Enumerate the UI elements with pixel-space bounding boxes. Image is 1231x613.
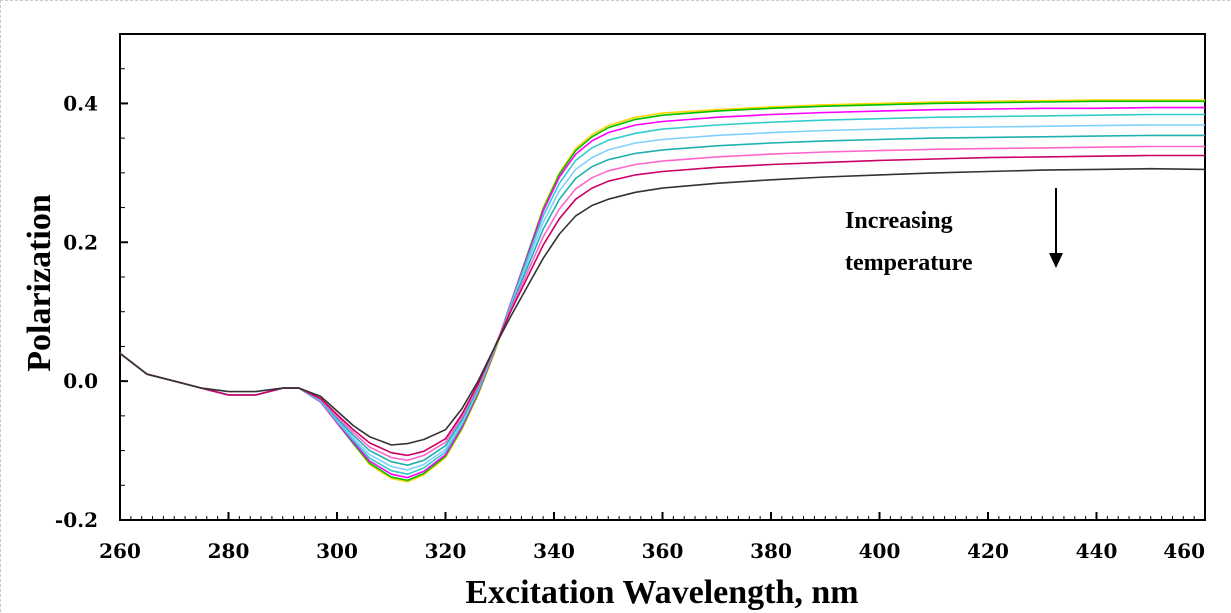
annotation-line-2: temperature — [845, 250, 973, 276]
y-tick-label: -0.2 — [55, 508, 98, 532]
x-tick-label: 380 — [750, 539, 792, 563]
x-axis-ticks: 260 280 300 320 340 360 380 400 420 440 460 — [99, 512, 1206, 563]
y-axis-title: Polarization — [21, 194, 58, 372]
plot-area — [119, 33, 1206, 521]
x-tick-label: 320 — [425, 539, 467, 563]
x-tick-label: 340 — [533, 539, 575, 563]
x-tick-label: 400 — [859, 539, 901, 563]
x-tick-label: 280 — [208, 539, 250, 563]
x-tick-label: 260 — [99, 539, 141, 563]
annotation-line-1: Increasing — [845, 208, 953, 234]
down-arrow-icon — [1049, 188, 1063, 268]
x-tick-label: 420 — [967, 539, 1009, 563]
y-tick-label: 0.0 — [63, 369, 98, 393]
y-axis-ticks: -0.2 0.0 0.2 0.4 — [55, 33, 128, 532]
x-tick-label: 300 — [316, 539, 358, 563]
y-tick-label: 0.2 — [63, 230, 98, 254]
x-tick-label: 440 — [1076, 539, 1118, 563]
series-line-9 — [119, 167, 1206, 446]
series-layer — [119, 99, 1206, 483]
x-tick-label: 460 — [1163, 539, 1205, 563]
x-tick-label: 360 — [642, 539, 684, 563]
x-axis-title: Excitation Wavelength, nm — [465, 574, 858, 611]
y-tick-label: 0.4 — [63, 91, 98, 115]
